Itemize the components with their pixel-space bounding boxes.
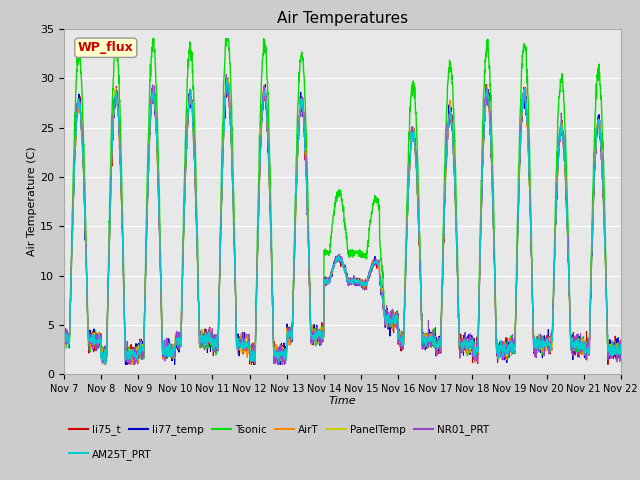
Y-axis label: Air Temperature (C): Air Temperature (C) <box>28 147 37 256</box>
Text: WP_flux: WP_flux <box>78 41 134 54</box>
Legend: AM25T_PRT: AM25T_PRT <box>69 449 152 460</box>
X-axis label: Time: Time <box>328 396 356 406</box>
Title: Air Temperatures: Air Temperatures <box>277 11 408 26</box>
